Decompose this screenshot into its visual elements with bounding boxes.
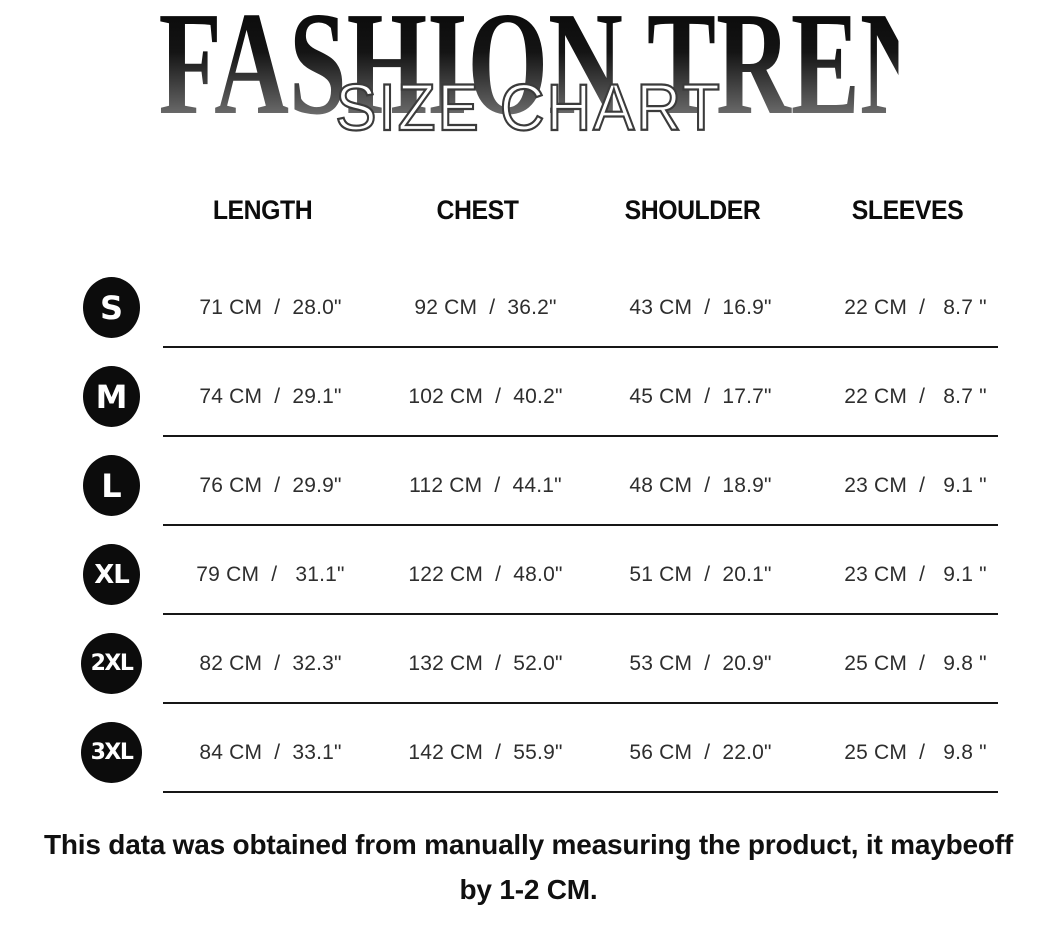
measurement-cells: 71 CM / 28.0" 92 CM / 36.2" 43 CM / 16.9… [163, 296, 1023, 320]
table-row-2xl: 2XL 82 CM / 32.3" 132 CM / 52.0" 53 CM /… [60, 615, 1002, 704]
chest-value: 102 CM / 40.2" [408, 384, 563, 408]
table-row-xl: XL 79 CM / 31.1" 122 CM / 48.0" 51 CM / … [60, 526, 1002, 615]
column-header-shoulder: SHOULDER [624, 195, 761, 225]
sleeves-value: 23 CM / 9.1 " [844, 473, 987, 497]
size-badge-label: S [99, 288, 124, 327]
length-value: 82 CM / 32.3" [199, 651, 342, 675]
table-header-row: LENGTH CHEST SHOULDER SLEEVES [155, 185, 1002, 259]
table-row-l: L 76 CM / 29.9" 112 CM / 44.1" 48 CM / 1… [60, 437, 1002, 526]
size-badge-m: M [83, 366, 140, 427]
sleeves-value: 25 CM / 9.8 " [844, 651, 987, 675]
shoulder-value: 48 CM / 18.9" [629, 473, 772, 497]
size-badge-cell: M [60, 366, 163, 427]
size-badge-cell: L [60, 455, 163, 516]
column-header-length: LENGTH [212, 195, 313, 225]
measurement-cells: 84 CM / 33.1" 142 CM / 55.9" 56 CM / 22.… [163, 741, 1023, 765]
masthead: FASHION TRENDS SIZE CHART [0, 0, 1057, 170]
size-table: LENGTH CHEST SHOULDER SLEEVES S 71 CM / … [60, 185, 1002, 793]
size-badge-2xl: 2XL [81, 633, 142, 694]
length-value: 79 CM / 31.1" [196, 562, 345, 586]
shoulder-value: 45 CM / 17.7" [629, 384, 772, 408]
sleeves-value: 25 CM / 9.8 " [844, 740, 987, 764]
length-value: 74 CM / 29.1" [199, 384, 342, 408]
sleeves-value: 22 CM / 8.7 " [844, 295, 987, 319]
size-badge-label: 2XL [90, 651, 134, 676]
shoulder-value: 53 CM / 20.9" [629, 651, 772, 675]
column-header-chest: CHEST [436, 195, 519, 225]
disclaimer-line-1: This data was obtained from manually mea… [43, 829, 1014, 860]
chest-value: 142 CM / 55.9" [408, 740, 563, 764]
size-badge-3xl: 3XL [81, 722, 142, 783]
size-badge-cell: 3XL [60, 722, 163, 783]
shoulder-value: 43 CM / 16.9" [629, 295, 772, 319]
table-row-3xl: 3XL 84 CM / 33.1" 142 CM / 55.9" 56 CM /… [60, 704, 1002, 793]
size-badge-cell: S [60, 277, 163, 338]
size-chart-title: SIZE CHART [334, 70, 722, 144]
size-badge-s: S [83, 277, 140, 338]
size-badge-label: M [95, 377, 128, 416]
length-value: 84 CM / 33.1" [199, 740, 342, 764]
chest-value: 112 CM / 44.1" [409, 473, 562, 497]
length-value: 76 CM / 29.9" [199, 473, 342, 497]
measurement-cells: 74 CM / 29.1" 102 CM / 40.2" 45 CM / 17.… [163, 385, 1023, 409]
size-badge-cell: XL [60, 544, 163, 605]
measurement-cells: 76 CM / 29.9" 112 CM / 44.1" 48 CM / 18.… [163, 474, 1023, 498]
shoulder-value: 56 CM / 22.0" [629, 740, 772, 764]
disclaimer-line-2: by 1-2 CM. [459, 874, 598, 905]
shoulder-value: 51 CM / 20.1" [629, 562, 772, 586]
chest-value: 132 CM / 52.0" [408, 651, 563, 675]
size-badge-label: XL [94, 559, 130, 590]
size-badge-cell: 2XL [60, 633, 163, 694]
chest-value: 92 CM / 36.2" [414, 295, 557, 319]
size-badge-label: L [101, 466, 122, 505]
chest-value: 122 CM / 48.0" [408, 562, 563, 586]
measurement-cells: 79 CM / 31.1" 122 CM / 48.0" 51 CM / 20.… [163, 563, 1023, 587]
table-row-m: M 74 CM / 29.1" 102 CM / 40.2" 45 CM / 1… [60, 348, 1002, 437]
column-header-sleeves: SLEEVES [851, 195, 964, 225]
sleeves-value: 23 CM / 9.1 " [844, 562, 987, 586]
sleeves-value: 22 CM / 8.7 " [844, 384, 987, 408]
table-row-s: S 71 CM / 28.0" 92 CM / 36.2" 43 CM / 16… [60, 259, 1002, 348]
length-value: 71 CM / 28.0" [199, 295, 342, 319]
size-badge-l: L [83, 455, 140, 516]
size-badge-label: 3XL [90, 740, 134, 765]
disclaimer: This data was obtained from manually mea… [0, 822, 1057, 912]
size-badge-xl: XL [83, 544, 140, 605]
measurement-cells: 82 CM / 32.3" 132 CM / 52.0" 53 CM / 20.… [163, 652, 1023, 676]
